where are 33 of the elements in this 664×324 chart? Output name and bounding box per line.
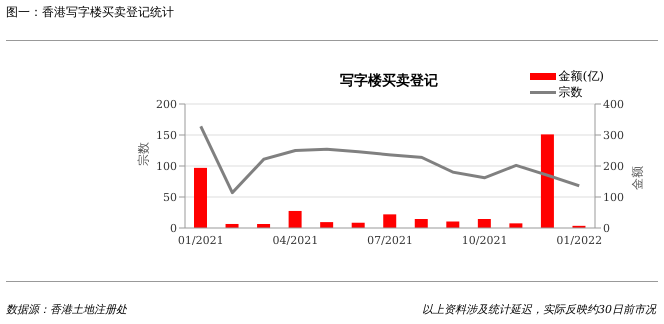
y-tick-label: 0 (170, 222, 177, 235)
chart-subtitle: 写字楼买卖登记 (340, 72, 438, 90)
x-tick-label: 07/2021 (367, 234, 413, 247)
text: 以上资料涉及统计延迟，实际反映约30日前市况 (422, 302, 656, 317)
bar (383, 214, 396, 228)
y-tick-label: 100 (156, 160, 177, 173)
chart-title: 图一：香港写字楼买卖登记统计 (6, 4, 174, 21)
legend-label: 金额(亿) (558, 68, 604, 84)
y2-tick-label: 200 (603, 160, 624, 173)
legend-label: 宗数 (558, 84, 583, 100)
text: 数据源：香港土地注册处 (6, 302, 127, 317)
bar (540, 134, 554, 228)
bar (194, 168, 207, 228)
bar (288, 210, 302, 228)
bar (414, 219, 428, 228)
y-axis-title: 宗数 (136, 142, 150, 166)
x-tick-label: 04/2021 (272, 234, 318, 247)
y2-tick-label: 400 (603, 98, 624, 111)
y2-tick-label: 300 (603, 128, 624, 142)
line-series (199, 124, 581, 194)
bar (478, 219, 491, 228)
bar (352, 222, 365, 228)
y-tick-label: 50 (163, 190, 177, 204)
x-tick-label: 10/2021 (462, 234, 508, 247)
x-tick-label: 01/2021 (178, 234, 224, 247)
y-tick-label: 200 (156, 98, 177, 111)
y2-axis-title: 金额 (630, 166, 644, 190)
x-tick-label: 01/2022 (556, 234, 602, 247)
y2-tick-label: 0 (603, 222, 610, 235)
y-tick-label: 150 (156, 128, 177, 142)
bar (446, 221, 460, 228)
y2-tick-label: 100 (603, 190, 624, 204)
bar (320, 222, 334, 228)
